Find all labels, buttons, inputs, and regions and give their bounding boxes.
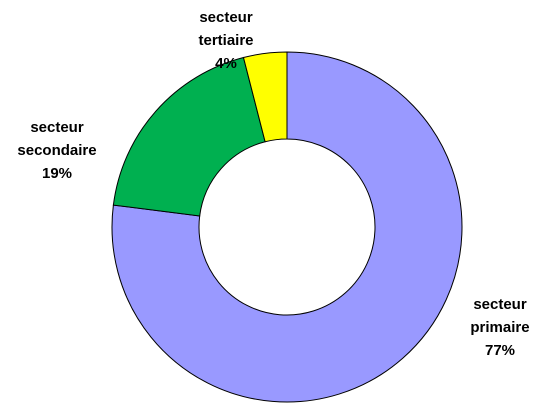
slice-label: secteur secondaire: [17, 119, 96, 159]
donut-slice: [112, 56, 266, 217]
value-label: 77%: [485, 342, 515, 359]
value-label: 19%: [42, 165, 72, 182]
value-label: 4%: [215, 55, 237, 72]
slice-label: secteur tertiaire: [198, 9, 253, 49]
slice-label: secteur primaire: [470, 296, 529, 336]
donut-slice: [111, 51, 463, 403]
donut-slice: [242, 51, 288, 143]
